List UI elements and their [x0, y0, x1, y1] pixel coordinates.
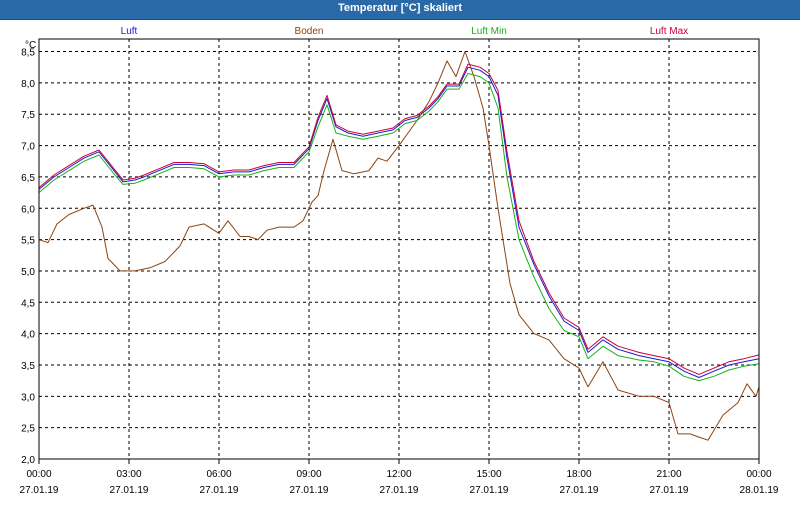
y-tick-label: 5,0 [21, 267, 35, 278]
y-tick-label: 3,0 [21, 392, 35, 403]
window-title: Temperatur [°C] skaliert [337, 2, 462, 14]
series-line-luft-min [38, 73, 760, 382]
y-tick-label: 6,0 [21, 204, 35, 215]
x-tick-time: 15:00 [476, 469, 501, 480]
x-tick-date: 28.01.19 [740, 485, 779, 496]
series-line-boden [38, 51, 760, 441]
legend-item-luft-max: Luft Max [650, 26, 688, 37]
x-tick-date: 27.01.19 [650, 485, 689, 496]
y-axis-unit: °C [25, 40, 36, 51]
grid-lines [39, 39, 759, 459]
series-line-luft [38, 66, 760, 378]
y-tick-label: 2,0 [21, 455, 35, 466]
title-bar: Temperatur [°C] skaliert [0, 0, 800, 20]
y-tick-label: 8,5 [21, 48, 35, 59]
y-tick-label: 5,5 [21, 236, 35, 247]
x-tick-time: 18:00 [566, 469, 591, 480]
x-tick-date: 27.01.19 [290, 485, 329, 496]
x-tick-time: 03:00 [116, 469, 141, 480]
y-tick-label: 7,0 [21, 142, 35, 153]
temperature-chart: 2,0 2,5 3,0 3,5 4,0 4,5 5,0 5,5 6,0 6,5 7,0 7,5 8,0 8… [20, 26, 779, 496]
x-tick-date: 27.01.19 [20, 485, 59, 496]
y-tick-labels: 2,0 2,5 3,0 3,5 4,0 4,5 5,0 5,5 6,0 6,5 7,0 7,5 8,0 8… [21, 48, 35, 466]
y-tick-label: 8,0 [21, 79, 35, 90]
legend-item-luft: Luft [121, 26, 138, 37]
y-tick-label: 4,0 [21, 330, 35, 341]
x-tick-date: 27.01.19 [110, 485, 149, 496]
y-tick-label: 6,5 [21, 173, 35, 184]
x-tick-time: 06:00 [206, 469, 231, 480]
y-tick-label: 7,5 [21, 110, 35, 121]
x-tick-time: 09:00 [296, 469, 321, 480]
legend-item-luft-min: Luft Min [471, 26, 507, 37]
x-tick-date: 27.01.19 [200, 485, 239, 496]
series-line-luft-max [38, 63, 760, 375]
y-tick-label: 2,5 [21, 424, 35, 435]
x-tick-date: 27.01.19 [560, 485, 599, 496]
y-tick-label: 3,5 [21, 361, 35, 372]
x-tick-date: 27.01.19 [470, 485, 509, 496]
legend-item-boden: Boden [295, 26, 324, 37]
x-tick-time: 21:00 [656, 469, 681, 480]
chart-area: 2,0 2,5 3,0 3,5 4,0 4,5 5,0 5,5 6,0 6,5 7,0 7,5 8,0 8… [0, 20, 800, 500]
x-tick-date: 27.01.19 [380, 485, 419, 496]
y-tick-label: 4,5 [21, 298, 35, 309]
x-tick-time: 00:00 [26, 469, 51, 480]
x-tick-labels: 00:00 27.01.19 03:00 27.01.19 06:00 27.01.19 0… [20, 459, 779, 496]
x-tick-time: 12:00 [386, 469, 411, 480]
legend: Luft Boden Luft Min Luft Max [121, 26, 689, 37]
x-tick-time: 00:00 [746, 469, 771, 480]
series-lines [38, 51, 760, 441]
